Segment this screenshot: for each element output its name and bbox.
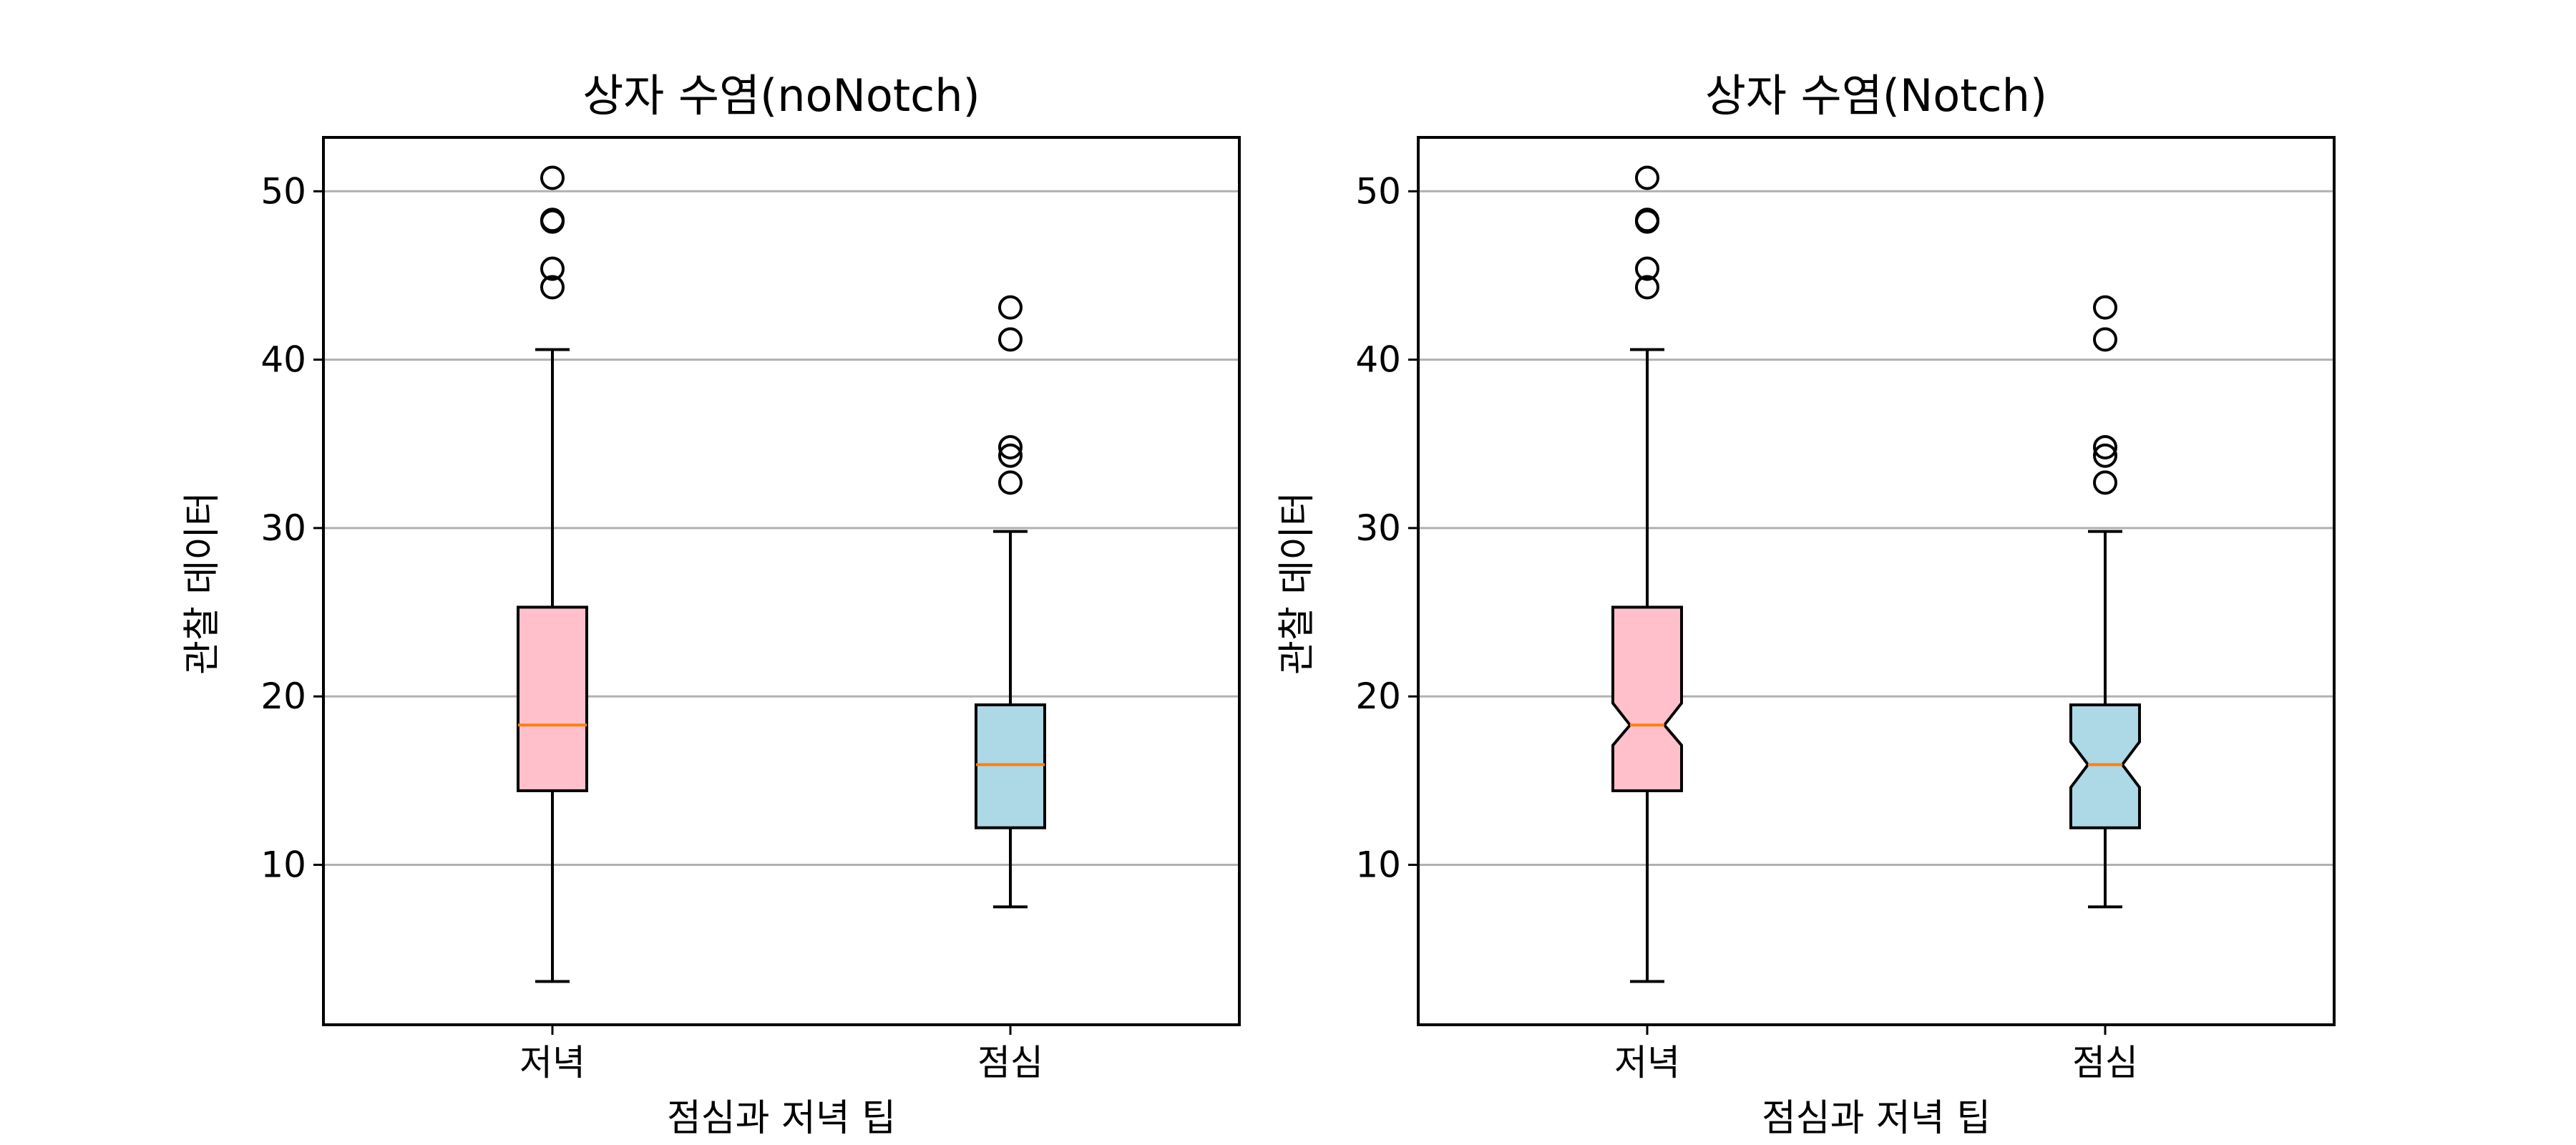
x-tick-label: 저녁 [519,1042,585,1083]
chart-title: 상자 수염(Notch) [1705,69,2047,122]
y-tick-label: 20 [1355,676,1401,717]
outlier-point [998,443,1023,468]
outlier-point [2093,295,2117,320]
outlier-point [998,327,1023,352]
box-lunch [2069,295,2141,909]
box-marks [517,165,1046,983]
y-tick-label: 20 [260,676,306,717]
outlier-point [2093,470,2117,495]
outlier-point [998,434,1023,459]
axes-frame [322,136,1241,1026]
outlier-point [540,275,565,300]
chart-title: 상자 수염(noNotch) [582,69,980,122]
outlier-point [1635,165,1659,190]
y-tick-label: 50 [260,170,306,212]
axes-frame [1417,136,2336,1026]
outlier-point [2093,327,2117,352]
outlier-point [540,208,565,233]
box-marks [1611,165,2141,983]
outlier-point [998,470,1023,495]
y-tick-label: 40 [1355,339,1401,381]
box-body [975,703,1046,829]
outlier-point [540,256,565,281]
y-axis-label: 관찰 데이터 [1276,492,1319,675]
boxplot-panel-notch: 상자 수염(Notch) 점심과 저녁 팁 관찰 데이터 10 20 30 40 50 저… [1276,69,2336,1140]
y-tick-label: 40 [260,339,306,381]
axis-ticks: 10 20 30 40 50 저녁 점심 [260,170,1043,1083]
x-axis-label: 점심과 저녁 팁 [1762,1097,1991,1140]
box-dinner [1611,165,1683,983]
y-axis-label: 관찰 데이터 [181,492,224,675]
outlier-point [1635,208,1659,233]
box-body [517,605,588,792]
x-tick-label: 저녁 [1614,1042,1680,1083]
outlier-point [540,165,565,190]
x-axis-label: 점심과 저녁 팁 [667,1097,896,1140]
axis-ticks: 10 20 30 40 50 저녁 점심 [1355,170,2138,1083]
y-tick-label: 10 [260,844,306,885]
outlier-point [2093,434,2117,459]
box-lunch [975,295,1046,909]
y-tick-label: 30 [260,507,306,549]
boxplot-panel-no-notch: 상자 수염(noNotch) 점심과 저녁 팁 관찰 데이터 10 20 30 40 5… [181,69,1241,1140]
box-body [2069,703,2141,829]
outlier-point [1635,275,1659,300]
y-grid [323,190,1239,866]
y-tick-label: 50 [1355,170,1401,212]
outlier-point [998,295,1023,320]
x-tick-label: 점심 [977,1042,1043,1083]
y-tick-label: 30 [1355,507,1401,549]
box-dinner [517,165,588,983]
y-grid [1418,190,2334,866]
box-body [1611,605,1683,792]
outlier-point [1635,256,1659,281]
x-tick-label: 점심 [2072,1042,2138,1083]
y-tick-label: 10 [1355,844,1401,885]
outlier-point [2093,443,2117,468]
